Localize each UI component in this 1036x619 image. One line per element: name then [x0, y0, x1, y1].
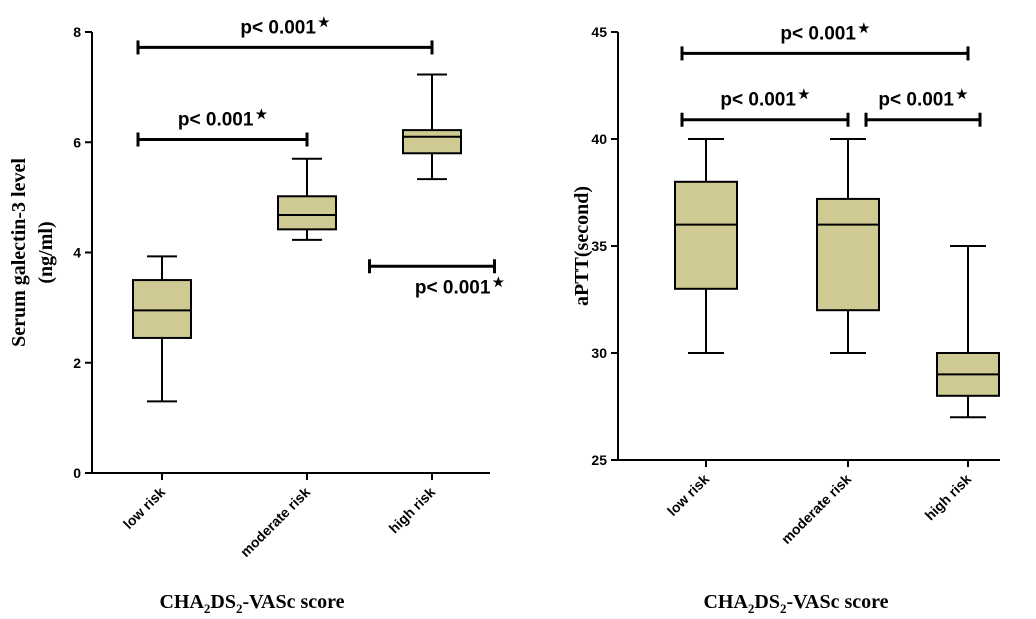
sig-label-text: p< 0.001 [878, 90, 954, 111]
y-axis-title-unit: (ng/ml) [35, 221, 57, 283]
x-axis-title: CHA2DS2-VASc score [159, 591, 344, 616]
star-icon: ★ [318, 14, 330, 29]
x-axis-title-part: CHA [703, 591, 748, 613]
x-tick-label: high risk [386, 484, 439, 537]
y-tick-label: 0 [73, 465, 81, 481]
x-tick-label: moderate risk [778, 471, 854, 547]
y-tick-label: 30 [591, 345, 607, 361]
x-axis-title-part: DS [754, 591, 780, 613]
x-tick-label: high risk [922, 471, 975, 524]
sig-label: p< 0.001 ★ [240, 14, 330, 38]
x-axis-title-subscript: 2 [204, 601, 211, 616]
sig-label: p< 0.001 ★ [178, 106, 268, 130]
star-icon: ★ [858, 20, 870, 35]
y-axis-title: Serum galectin-3 level [8, 158, 30, 347]
x-axis-title-part: -VASc score [787, 591, 889, 613]
x-axis-title-subscript: 2 [236, 601, 243, 616]
box-iqr [674, 180, 738, 290]
box-iqr [132, 279, 192, 339]
y-tick-label: 6 [73, 134, 81, 150]
y-tick-label: 35 [591, 238, 607, 254]
sig-label-text: p< 0.001 [780, 23, 856, 44]
x-tick-label: low risk [120, 484, 168, 532]
y-tick-label: 25 [591, 452, 607, 468]
star-icon: ★ [956, 87, 968, 102]
x-tick-label: low risk [664, 471, 712, 519]
y-tick-label: 45 [591, 24, 607, 40]
star-icon: ★ [798, 87, 810, 102]
box-iqr [816, 197, 880, 312]
star-icon: ★ [255, 106, 267, 121]
box-iqr [402, 129, 462, 155]
x-axis-title-part: -VASc score [243, 591, 345, 613]
box-iqr [277, 195, 337, 231]
star-icon: ★ [492, 274, 504, 289]
y-tick-label: 4 [73, 245, 81, 261]
sig-label-text: p< 0.001 [720, 90, 796, 111]
y-tick-label: 2 [73, 355, 81, 371]
sig-label: p< 0.001 ★ [780, 20, 870, 44]
sig-label-text: p< 0.001 [415, 277, 491, 298]
sig-label-text: p< 0.001 [240, 17, 316, 38]
sig-label: p< 0.001 ★ [878, 87, 968, 111]
sig-label-text: p< 0.001 [178, 109, 254, 130]
sig-label: p< 0.001 ★ [415, 274, 505, 298]
y-axis-title: aPTT(second) [571, 186, 593, 306]
x-axis-title-subscript: 2 [780, 601, 787, 616]
x-axis-title: CHA2DS2-VASc score [703, 591, 888, 616]
galectin-panel: 0 2 4 6 8 low risk moderate risk high risk p< 0.… [8, 14, 504, 616]
y-tick-label: 40 [591, 131, 607, 147]
sig-label: p< 0.001 ★ [720, 87, 810, 111]
x-axis-title-subscript: 2 [748, 601, 755, 616]
x-tick-label: moderate risk [237, 484, 313, 560]
x-axis-title-part: DS [210, 591, 236, 613]
aptt-panel: 25 30 35 40 45 low risk moderate risk high risk… [571, 20, 1000, 616]
y-tick-label: 8 [73, 24, 81, 40]
x-axis-title-part: CHA [159, 591, 204, 613]
